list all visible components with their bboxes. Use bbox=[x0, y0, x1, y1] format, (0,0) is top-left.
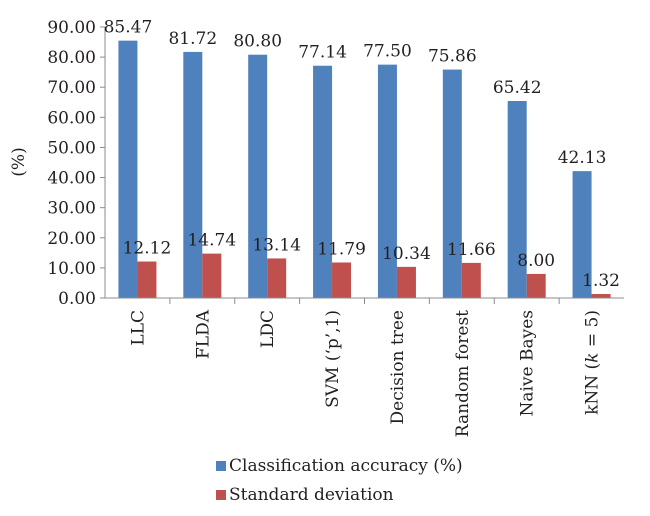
legend-swatch-accuracy bbox=[216, 461, 226, 471]
std-dev-label: 14.74 bbox=[187, 231, 236, 251]
std-dev-label: 10.34 bbox=[382, 244, 431, 264]
std-dev-bar bbox=[396, 266, 416, 298]
std-dev-label: 12.12 bbox=[123, 239, 172, 259]
std-dev-bar bbox=[202, 253, 222, 298]
x-axis: LLC FLDA LDC SVM (‘p’,1) Decision tree Random… bbox=[105, 297, 624, 437]
std-dev-bar bbox=[267, 258, 287, 298]
std-dev-bar bbox=[137, 261, 157, 298]
category-label: LLC bbox=[128, 310, 148, 346]
accuracy-label: 85.47 bbox=[104, 18, 153, 38]
accuracy-bar bbox=[507, 101, 527, 298]
accuracy-bar bbox=[442, 69, 462, 298]
std-dev-label: 11.66 bbox=[447, 240, 496, 260]
accuracy-bar bbox=[313, 65, 333, 298]
y-tick-label: 50.00 bbox=[47, 138, 96, 158]
accuracy-bar bbox=[118, 40, 138, 299]
y-tick-label: 10.00 bbox=[47, 259, 96, 279]
y-tick-label: 30.00 bbox=[47, 199, 96, 219]
std-dev-label: 1.32 bbox=[582, 271, 620, 291]
y-tick-label: 90.00 bbox=[47, 18, 96, 38]
accuracy-label: 42.13 bbox=[558, 148, 607, 168]
category-label: Random forest bbox=[453, 310, 473, 437]
accuracy-bar bbox=[377, 64, 397, 298]
category-label: Decision tree bbox=[388, 310, 408, 424]
std-dev-label: 11.79 bbox=[317, 239, 366, 259]
category-label: SVM (‘p’,1) bbox=[323, 310, 343, 408]
category-label: kNN (k = 5) bbox=[583, 310, 603, 415]
accuracy-bar bbox=[183, 51, 203, 298]
std-dev-label: 13.14 bbox=[252, 235, 301, 255]
y-tick-label: 60.00 bbox=[47, 108, 96, 128]
accuracy-label: 81.72 bbox=[168, 29, 217, 49]
category-label: Naive Bayes bbox=[518, 310, 538, 417]
std-dev-bar bbox=[461, 262, 481, 298]
y-tick-label: 20.00 bbox=[47, 229, 96, 249]
std-dev-bar bbox=[526, 273, 546, 298]
std-dev-bar bbox=[591, 294, 611, 298]
accuracy-label: 77.14 bbox=[298, 43, 347, 63]
accuracy-label: 80.80 bbox=[233, 32, 282, 52]
std-dev-bar bbox=[332, 262, 352, 298]
y-tick-label: 70.00 bbox=[47, 78, 96, 98]
accuracy-bar bbox=[572, 171, 592, 298]
y-tick-label: 40.00 bbox=[47, 169, 96, 189]
legend-swatch-std-dev bbox=[216, 490, 226, 500]
data-labels: 85.47 12.12 81.72 14.74 80.80 13.14 77.14 11.79… bbox=[104, 18, 620, 291]
std-dev-label: 8.00 bbox=[517, 251, 555, 271]
y-tick-label: 0.00 bbox=[58, 289, 96, 309]
category-label: LDC bbox=[258, 310, 278, 348]
legend: Classification accuracy (%) Standard devi… bbox=[216, 456, 463, 505]
y-axis-label: (%) bbox=[9, 147, 29, 176]
y-axis: 0.00 10.00 20.00 30.00 40.00 50.00 60.00 70.00 8… bbox=[47, 18, 106, 309]
y-tick-label: 80.00 bbox=[47, 48, 96, 68]
category-label: FLDA bbox=[193, 309, 213, 359]
legend-label-std-dev: Standard deviation bbox=[229, 485, 394, 505]
legend-label-accuracy: Classification accuracy (%) bbox=[229, 456, 463, 476]
bars bbox=[118, 40, 611, 299]
accuracy-label: 75.86 bbox=[428, 47, 477, 67]
accuracy-bar bbox=[248, 54, 268, 298]
accuracy-label: 65.42 bbox=[493, 78, 542, 98]
accuracy-label: 77.50 bbox=[363, 42, 412, 62]
